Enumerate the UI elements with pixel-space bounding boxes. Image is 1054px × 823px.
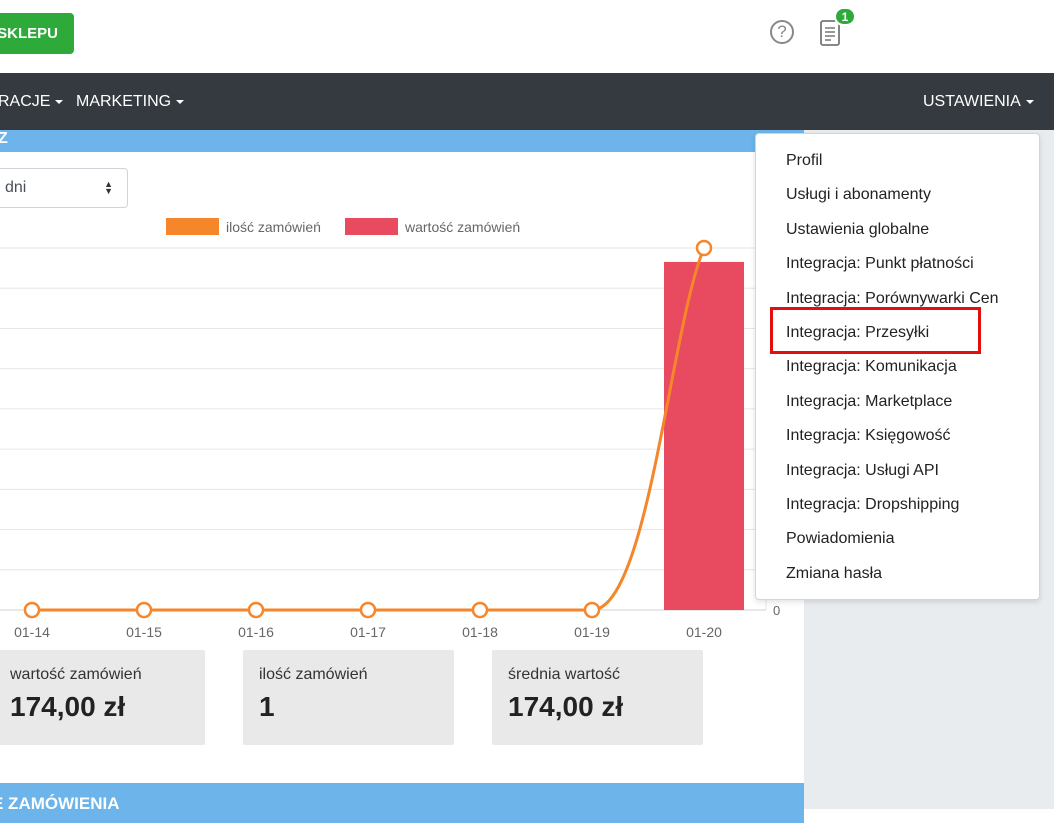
stat-card-average: średnia wartość 174,00 zł <box>492 650 703 745</box>
nav-item-label: USTAWIENIA <box>923 92 1021 110</box>
orders-chart: 01-14 01-15 01-16 01-17 01-18 01-19 01-20 0 <box>0 239 780 640</box>
chart-line <box>32 247 706 612</box>
settings-menu-item[interactable]: Powiadomienia <box>786 530 895 548</box>
settings-menu-item[interactable]: Integracja: Przesyłki <box>786 324 930 341</box>
chart-point <box>695 239 713 257</box>
legend-item-orders-count[interactable]: ilość zamówień <box>166 218 321 235</box>
legend-label: wartość zamówień <box>405 218 521 235</box>
caret-down-icon <box>1025 99 1034 104</box>
nav-item-integracje[interactable]: RACJE <box>0 73 64 130</box>
select-arrows-icon: ▲ ▼ <box>104 179 113 196</box>
period-select-value: dni <box>5 179 27 196</box>
top-bar: SKLEPU ? 1 <box>0 0 1054 73</box>
settings-menu-item[interactable]: Profil <box>786 152 823 169</box>
settings-menu-item[interactable]: Integracja: Punkt płatności <box>786 255 974 273</box>
panel-title: E ZAMÓWIENIA <box>0 794 120 813</box>
x-tick-label: 01-16 <box>238 624 274 640</box>
nav-item-settings[interactable]: USTAWIENIA <box>923 73 1034 130</box>
highlight-box <box>770 307 981 354</box>
nav-item-label: RACJE <box>0 92 51 110</box>
settings-menu-item[interactable]: Ustawienia globalne <box>786 220 930 238</box>
nav-item-marketing[interactable]: MARKETING <box>76 73 185 130</box>
panel-header: Z <box>0 130 804 152</box>
chart-point <box>359 601 377 619</box>
stat-value: 174,00 zł <box>508 691 624 722</box>
settings-menu-item[interactable]: Integracja: Komunikacja <box>786 358 957 376</box>
stats-panel: Z dni ▲ ▼ ilość zamówień wartość zamówień… <box>0 130 804 761</box>
settings-menu-item[interactable]: Integracja: Dropshipping <box>786 496 960 513</box>
nav-item-label: MARKETING <box>76 92 172 110</box>
chart-bar <box>664 261 744 610</box>
x-tick-label: 01-14 <box>14 624 50 640</box>
settings-menu-item[interactable]: Zmiana hasła <box>786 564 883 582</box>
chart-point <box>135 601 153 619</box>
chart-point <box>247 601 265 619</box>
notification-badge: 1 <box>834 7 856 26</box>
stat-value: 174,00 zł <box>10 691 126 722</box>
legend-label: ilość zamówień <box>226 218 321 235</box>
chart-point <box>23 601 41 619</box>
settings-dropdown-menu: Profil Usługi i abonamenty Ustawienia glob… <box>755 133 1040 600</box>
document-icon[interactable] <box>818 19 842 47</box>
settings-menu-item[interactable]: Integracja: Marketplace <box>786 392 953 410</box>
x-tick-label: 01-15 <box>126 624 162 640</box>
stat-card-count: ilość zamówień 1 <box>243 650 454 745</box>
chart-point <box>583 601 601 619</box>
caret-down-icon <box>55 99 64 104</box>
settings-menu-item[interactable]: Integracja: Księgowość <box>786 427 951 445</box>
stat-card-value: wartość zamówień 174,00 zł <box>0 650 205 745</box>
stat-label: ilość zamówień <box>259 666 368 683</box>
settings-menu-item[interactable]: Integracja: Usługi API <box>786 461 939 479</box>
shop-button[interactable]: SKLEPU <box>0 13 74 54</box>
legend-swatch <box>166 218 219 235</box>
settings-menu-item[interactable]: Usługi i abonamenty <box>786 186 931 204</box>
stat-value: 1 <box>259 691 275 722</box>
orders-panel-header: E ZAMÓWIENIA <box>0 783 804 823</box>
x-tick-label: 01-18 <box>462 624 498 640</box>
chart-point <box>471 601 489 619</box>
legend-item-orders-value[interactable]: wartość zamówień <box>345 218 520 235</box>
main-navbar: RACJE MARKETING USTAWIENIA <box>0 73 1054 130</box>
x-tick-label: 01-20 <box>686 624 722 640</box>
settings-menu-item[interactable]: Integracja: Porównywarki Cen <box>786 289 999 307</box>
stat-label: średnia wartość <box>508 666 621 683</box>
y-tick-label: 0 <box>773 603 780 618</box>
help-icon[interactable]: ? <box>770 20 794 44</box>
caret-down-icon <box>176 99 185 104</box>
x-tick-label: 01-19 <box>574 624 610 640</box>
x-tick-label: 01-17 <box>350 624 386 640</box>
legend-swatch <box>345 218 398 235</box>
stat-label: wartość zamówień <box>10 666 142 683</box>
period-select[interactable]: dni ▲ ▼ <box>0 168 128 208</box>
